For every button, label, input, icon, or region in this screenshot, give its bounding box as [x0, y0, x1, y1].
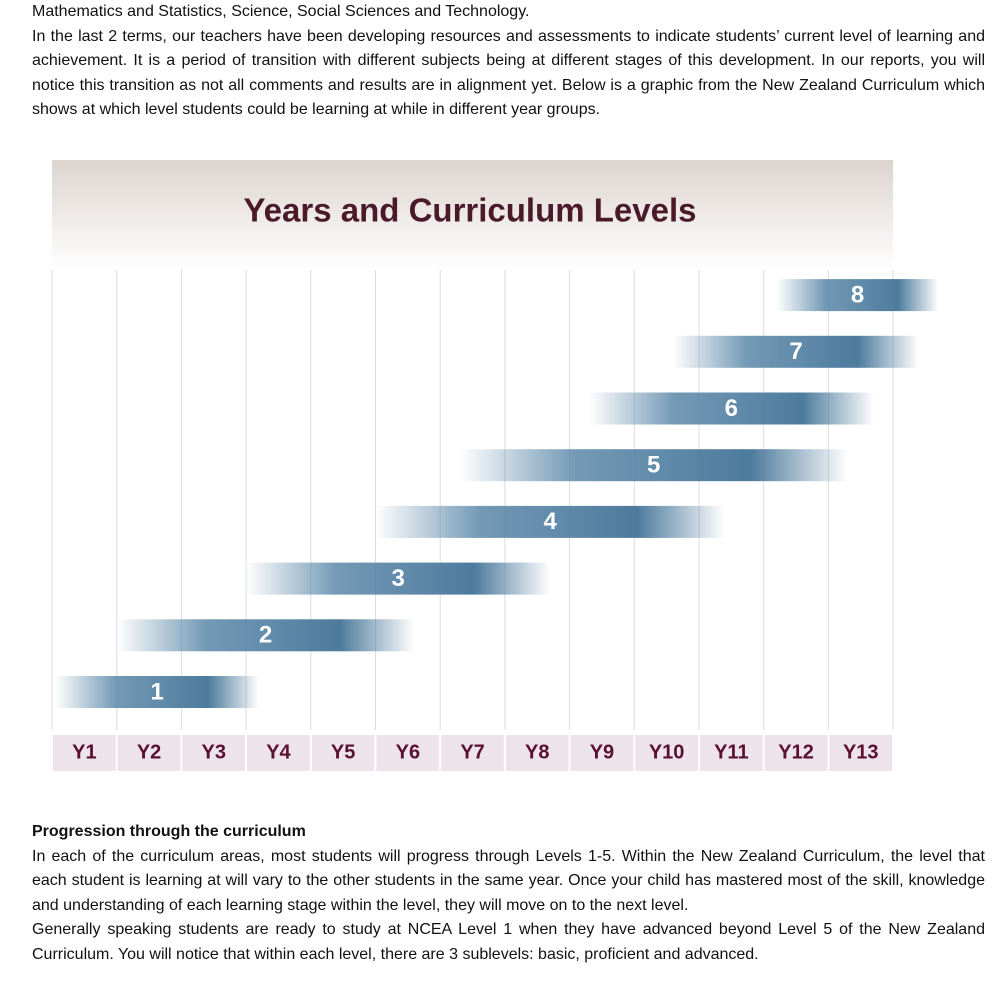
- level-bar: [673, 335, 919, 368]
- level-bar: [116, 619, 415, 652]
- year-label: Y13: [843, 741, 879, 763]
- level-bar: [55, 676, 260, 708]
- level-label: 6: [725, 395, 738, 422]
- paragraph: In each of the curriculum areas, most st…: [32, 847, 985, 914]
- year-label: Y9: [590, 741, 614, 763]
- year-label: Y5: [331, 741, 355, 763]
- intro-text: Mathematics and Statistics, Science, Soc…: [32, 0, 985, 123]
- level-bar: [375, 505, 725, 538]
- year-label: Y6: [396, 741, 420, 763]
- section-heading: Progression through the curriculum: [32, 823, 306, 840]
- year-label: Y7: [460, 741, 484, 763]
- year-cell: [764, 735, 828, 771]
- level-label: 5: [647, 452, 660, 479]
- year-cell: [441, 735, 504, 771]
- level-label: 2: [259, 622, 272, 649]
- year-label: Y1: [72, 741, 96, 763]
- level-label: 7: [789, 338, 802, 365]
- year-label: Y10: [649, 741, 685, 763]
- year-label: Y2: [137, 741, 161, 763]
- year-cell: [635, 735, 698, 771]
- level-label: 8: [851, 281, 864, 308]
- year-label: Y8: [525, 741, 549, 763]
- graphic-title: Years and Curriculum Levels: [243, 192, 696, 229]
- level-label: 1: [150, 678, 163, 705]
- year-cell: [700, 735, 763, 771]
- year-label: Y11: [714, 741, 748, 763]
- paragraph: In the last 2 terms, our teachers have b…: [32, 27, 985, 119]
- progression-section: Progression through the curriculum In ea…: [32, 820, 985, 968]
- year-label: Y3: [202, 741, 226, 763]
- year-label: Y4: [266, 741, 291, 763]
- year-cell: [117, 735, 181, 771]
- level-bar: [589, 392, 874, 425]
- year-cell: [829, 735, 893, 771]
- title-band: [52, 160, 893, 270]
- level-bar: [776, 279, 939, 312]
- level-bar: [459, 449, 848, 482]
- level-bar: [246, 562, 551, 595]
- level-label: 3: [391, 565, 404, 592]
- year-cell: [247, 735, 310, 771]
- level-label: 4: [544, 508, 558, 535]
- paragraph: Mathematics and Statistics, Science, Soc…: [32, 3, 530, 20]
- year-cell: [182, 735, 246, 771]
- year-cell: [505, 735, 569, 771]
- year-cell: [311, 735, 375, 771]
- year-cell: [570, 735, 634, 771]
- year-cell: [376, 735, 440, 771]
- year-label: Y12: [778, 741, 814, 763]
- year-cell: [53, 735, 116, 771]
- paragraph: Generally speaking students are ready to…: [32, 921, 985, 963]
